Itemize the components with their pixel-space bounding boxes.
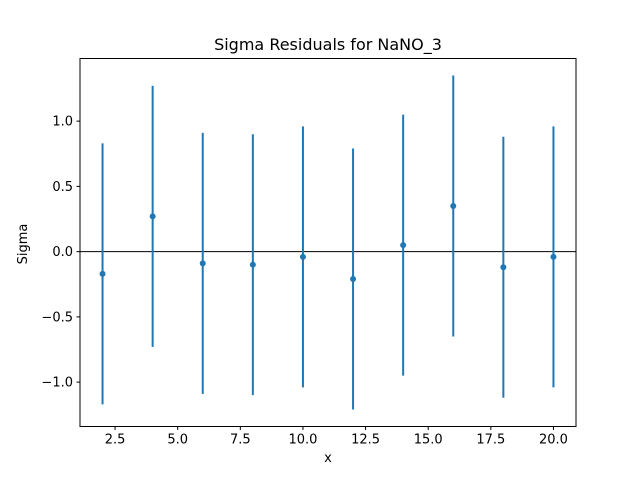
x-tick-label: 5.0 [167,433,188,448]
data-point [400,242,407,249]
x-axis-label: x [324,451,332,466]
y-tick-label: 1.0 [52,115,73,130]
x-tick-label: 12.5 [351,433,380,448]
x-tick-label: 10.0 [288,433,317,448]
y-tick-label: −0.5 [41,310,73,325]
data-point [350,276,357,283]
y-tick-label: 0.5 [52,180,73,195]
data-point [299,253,306,260]
data-point [199,260,206,267]
axes-frame [79,58,577,427]
data-point [500,264,507,271]
data-point [550,253,557,260]
data-point [149,213,156,220]
data-point [450,202,457,209]
y-tick-label: 0.0 [52,245,73,260]
x-tick-label: 7.5 [230,433,251,448]
data-point [99,270,106,277]
y-axis-label: Sigma [16,223,31,265]
x-tick-label: 17.5 [476,433,505,448]
chart-title: Sigma Residuals for NaNO_3 [214,35,442,54]
data-point [249,261,256,268]
x-tick-label: 20.0 [539,433,568,448]
x-tick-label: 2.5 [105,433,126,448]
x-tick-label: 15.0 [414,433,443,448]
y-tick-label: −1.0 [41,376,73,391]
